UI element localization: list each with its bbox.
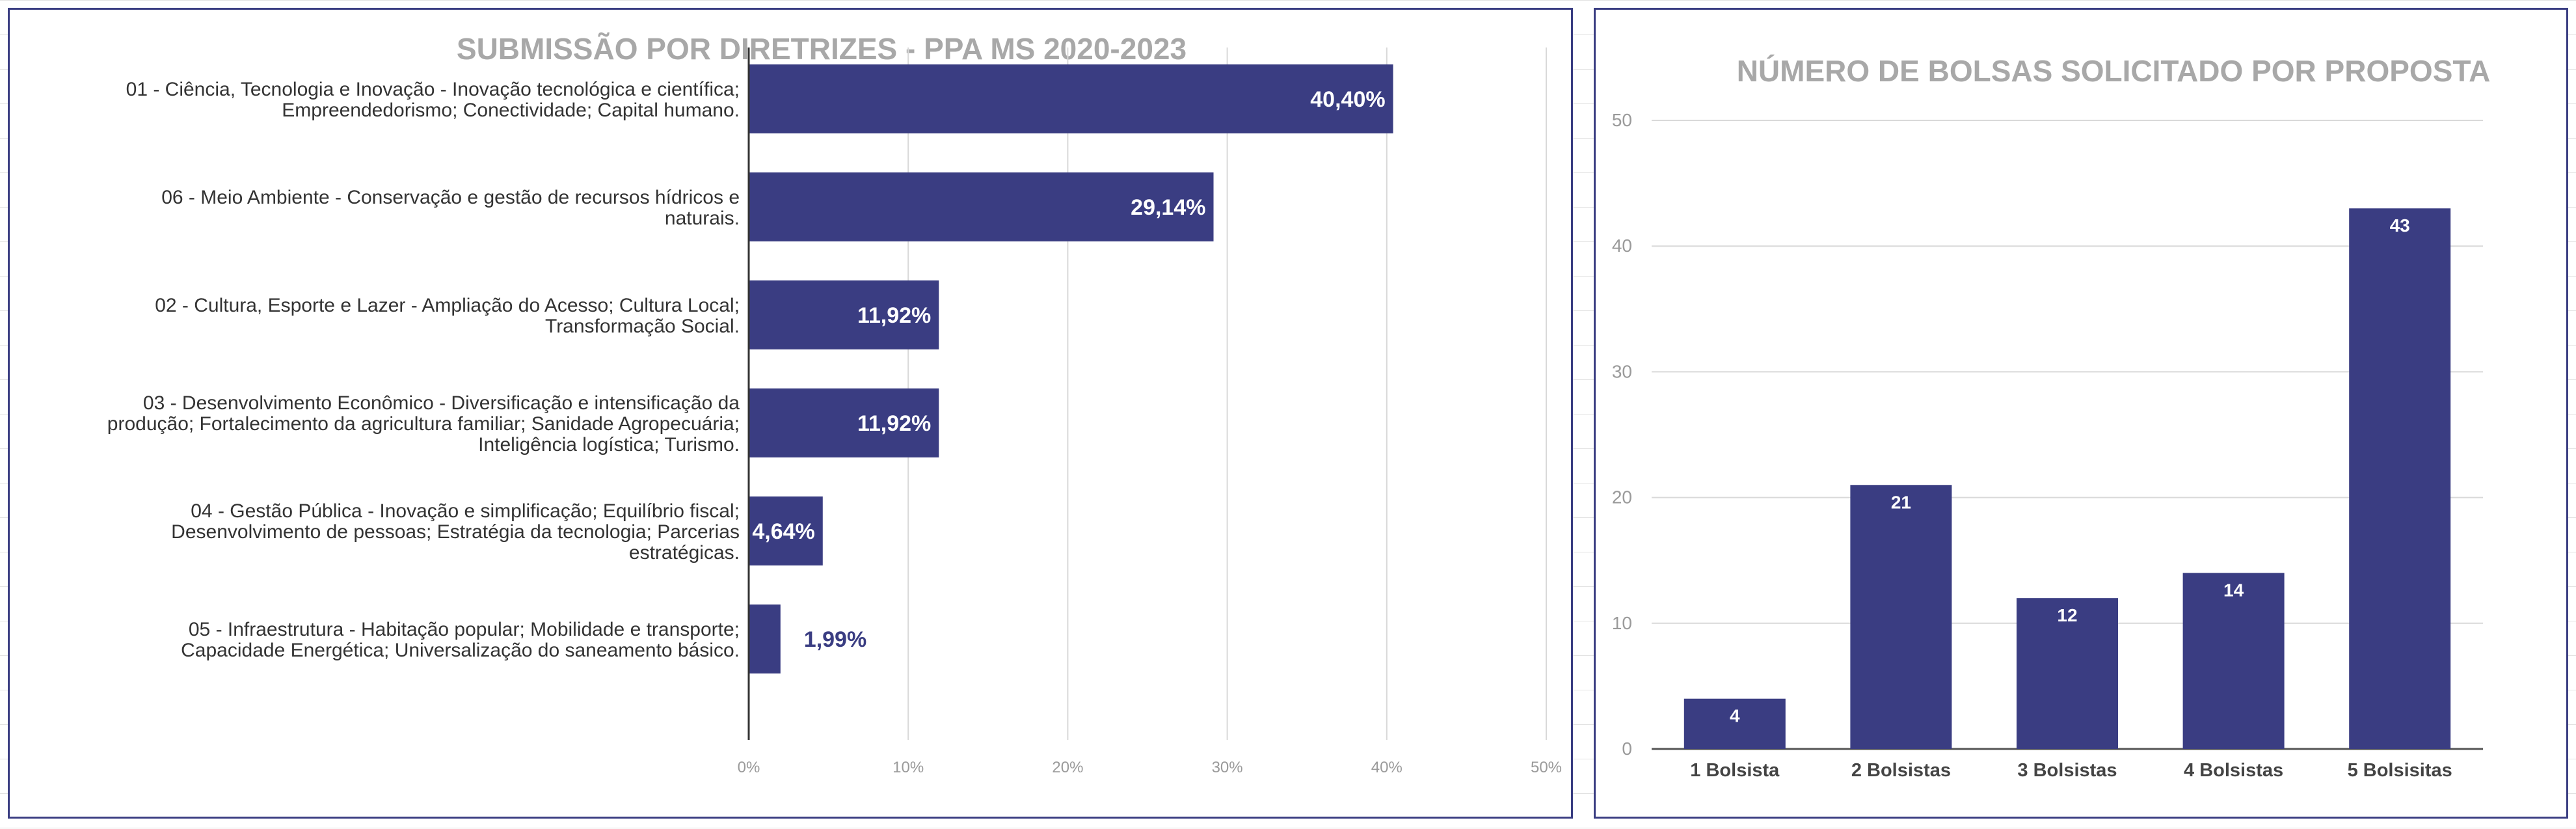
data-label: 4,64% [752, 519, 814, 544]
chart-title: SUBMISSÃO POR DIRETRIZES - PPA MS 2020-2… [457, 32, 1187, 66]
bar[interactable] [1850, 485, 1952, 749]
x-tick-label: 20% [1052, 759, 1083, 776]
data-label: 43 [2390, 215, 2410, 236]
x-tick-label: 50% [1531, 759, 1562, 776]
bar[interactable] [749, 172, 1214, 241]
y-tick-label: 20 [1612, 487, 1632, 508]
chart-panel-diretrizes[interactable]: SUBMISSÃO POR DIRETRIZES - PPA MS 2020-2… [8, 8, 1573, 819]
bar[interactable] [749, 605, 781, 673]
bar[interactable] [2182, 573, 2285, 749]
y-tick-label: 0 [1622, 739, 1632, 759]
x-category-label: 5 Bolsisitas [2348, 760, 2452, 781]
x-tick-label: 30% [1212, 759, 1243, 776]
y-tick-label: 10 [1612, 613, 1632, 633]
x-category-label: 2 Bolsistas [1851, 760, 1951, 781]
x-tick-label: 10% [892, 759, 924, 776]
data-label: 21 [1891, 492, 1911, 512]
bar[interactable] [749, 496, 823, 565]
data-label: 40,40% [1310, 87, 1385, 112]
data-label: 1,99% [804, 627, 866, 652]
category-label: 03 - Desenvolvimento Econômico - Diversi… [107, 392, 740, 455]
data-label: 11,92% [857, 411, 931, 436]
data-label: 11,92% [857, 303, 931, 328]
x-tick-label: 40% [1371, 759, 1402, 776]
bar[interactable] [2017, 598, 2118, 749]
x-category-label: 3 Bolsistas [2017, 760, 2117, 781]
y-tick-label: 40 [1612, 236, 1632, 256]
chart-bolsas-svg: NÚMERO DE BOLSAS SOLICITADO POR PROPOSTA… [1612, 54, 2491, 781]
bar[interactable] [749, 388, 939, 457]
x-tick-label: 0% [738, 759, 760, 776]
bar[interactable] [749, 280, 939, 349]
chart-title: NÚMERO DE BOLSAS SOLICITADO POR PROPOSTA [1737, 54, 2491, 88]
x-category-label: 1 Bolsista [1690, 760, 1780, 781]
y-tick-label: 50 [1612, 110, 1632, 130]
category-label: 04 - Gestão Pública - Inovação e simplif… [171, 500, 740, 564]
data-label: 29,14% [1131, 195, 1205, 220]
x-category-label: 4 Bolsistas [2184, 760, 2283, 781]
chart-diretrizes-svg: SUBMISSÃO POR DIRETRIZES - PPA MS 2020-2… [107, 32, 1562, 776]
bar[interactable] [1684, 698, 1786, 749]
chart-panel-bolsas[interactable]: NÚMERO DE BOLSAS SOLICITADO POR PROPOSTA… [1594, 8, 2568, 819]
category-label: 01 - Ciência, Tecnologia e Inovação - In… [126, 79, 740, 121]
bar[interactable] [749, 64, 1393, 133]
data-label: 14 [2223, 580, 2244, 601]
category-label: 05 - Infraestrutura - Habitação popular;… [181, 619, 740, 661]
category-label: 02 - Cultura, Esporte e Lazer - Ampliaçã… [155, 295, 740, 337]
bar[interactable] [2349, 208, 2451, 749]
category-label: 06 - Meio Ambiente - Conservação e gestã… [161, 187, 740, 229]
data-label: 4 [1730, 706, 1740, 726]
y-tick-label: 30 [1612, 361, 1632, 381]
data-label: 12 [2057, 605, 2077, 625]
